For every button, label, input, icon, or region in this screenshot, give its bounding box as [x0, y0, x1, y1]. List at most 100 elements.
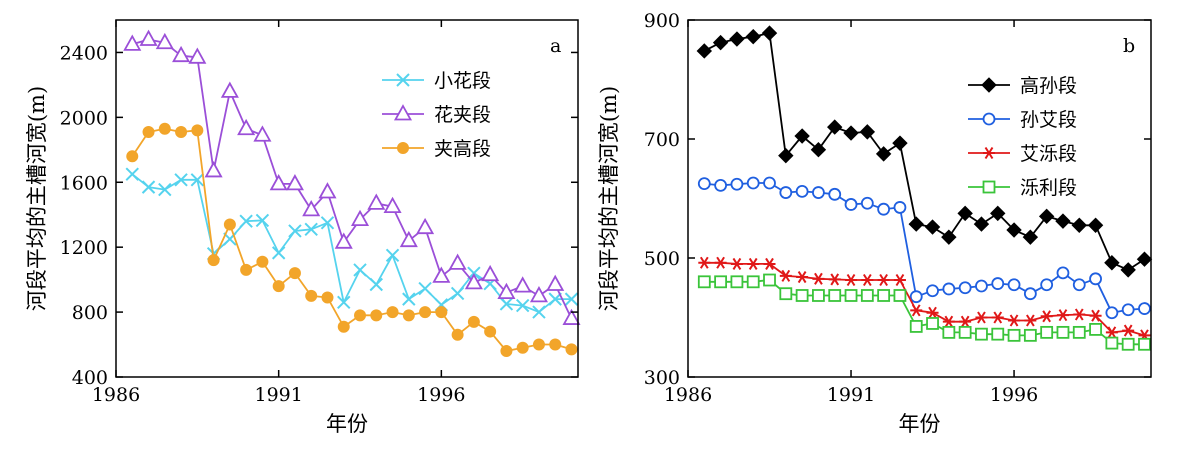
data-point — [1038, 208, 1055, 225]
data-point — [991, 277, 1005, 290]
data-point — [369, 277, 383, 292]
y-tick-label: 2400 — [60, 42, 108, 64]
x-axis-label: 年份 — [326, 412, 368, 436]
data-point — [958, 281, 972, 295]
data-point — [239, 214, 253, 228]
data-point — [337, 295, 351, 310]
data-point — [909, 290, 923, 304]
data-point — [843, 125, 859, 141]
data-point — [909, 320, 923, 333]
data-point — [190, 173, 205, 187]
data-point — [975, 279, 988, 293]
data-point — [562, 308, 581, 325]
series-3 — [698, 256, 1151, 342]
data-point — [1105, 306, 1119, 320]
legend-marker — [982, 112, 996, 126]
data-point — [892, 135, 908, 151]
y-tick-label: 800 — [72, 302, 108, 324]
data-point — [975, 327, 988, 341]
data-point — [141, 180, 156, 194]
data-point — [532, 338, 545, 351]
data-point — [269, 174, 288, 191]
data-point — [941, 229, 957, 245]
data-point — [908, 216, 924, 232]
data-point — [416, 217, 435, 235]
data-point — [714, 179, 728, 192]
data-point — [386, 306, 399, 319]
data-point — [795, 289, 809, 302]
data-point — [1121, 303, 1135, 317]
y-tick-label: 300 — [644, 367, 680, 389]
data-point — [256, 255, 269, 268]
data-point — [973, 216, 990, 232]
data-point — [779, 287, 793, 301]
data-point — [712, 34, 729, 51]
data-point — [1007, 278, 1021, 292]
data-point — [761, 25, 778, 41]
data-point — [435, 306, 448, 319]
data-point — [464, 273, 483, 290]
data-point — [1056, 309, 1069, 322]
data-point — [353, 263, 367, 277]
data-point — [484, 325, 497, 338]
legend-marker — [397, 142, 409, 154]
data-point — [893, 273, 906, 287]
data-point — [237, 118, 256, 136]
plot-frame — [687, 19, 1152, 378]
data-point — [253, 125, 272, 142]
legend-label: 高孙段 — [1020, 75, 1077, 97]
data-point — [926, 284, 939, 298]
data-point — [255, 213, 270, 228]
data-point — [564, 292, 579, 306]
data-point — [1008, 314, 1021, 327]
panel-label: b — [1123, 35, 1135, 57]
data-point — [450, 286, 465, 301]
data-point — [1087, 217, 1104, 233]
x-tick-label: 1996 — [990, 384, 1038, 406]
legend-label: 小花段 — [434, 70, 491, 92]
data-point — [763, 257, 776, 270]
data-point — [698, 256, 711, 269]
series-line — [704, 261, 1145, 337]
data-point — [1138, 302, 1151, 315]
data-point — [350, 209, 370, 226]
chart-panel-b: 1986 1991 1996 300 500 700 900 年份 河段平均的主槽河宽(m) b 高… — [597, 10, 1153, 436]
data-point — [1105, 336, 1119, 350]
y-tick-label: 700 — [644, 129, 680, 151]
data-point — [860, 289, 874, 302]
data-point — [1040, 310, 1053, 323]
data-point — [697, 275, 711, 289]
data-point — [828, 187, 842, 201]
x-tick-label: 1996 — [417, 384, 465, 406]
data-point — [747, 257, 760, 270]
data-point — [271, 246, 286, 260]
data-point — [320, 216, 335, 230]
data-point — [1040, 325, 1054, 339]
data-point — [419, 306, 432, 319]
data-point — [745, 28, 761, 45]
data-point — [513, 276, 532, 293]
data-point — [125, 167, 139, 181]
legend-marker — [981, 77, 997, 93]
data-point — [910, 304, 923, 317]
data-point — [714, 275, 728, 289]
data-point — [337, 320, 350, 333]
data-point — [958, 325, 972, 339]
data-point — [1056, 266, 1070, 280]
series-4 — [697, 273, 1151, 351]
data-point — [207, 254, 220, 267]
data-point — [1023, 328, 1037, 342]
y-tick-label: 1200 — [60, 237, 108, 259]
series-line — [131, 127, 572, 352]
y-axis-label: 河段平均的主槽河宽(m) — [597, 86, 621, 311]
data-point — [383, 196, 402, 214]
data-point — [1056, 325, 1070, 339]
data-point — [516, 341, 529, 354]
data-point — [321, 291, 334, 304]
data-point — [448, 253, 467, 270]
data-point — [877, 273, 890, 287]
data-point — [288, 267, 301, 280]
legend-label: 花夹段 — [434, 104, 491, 126]
series-3 — [126, 122, 578, 358]
data-point — [1122, 324, 1135, 337]
